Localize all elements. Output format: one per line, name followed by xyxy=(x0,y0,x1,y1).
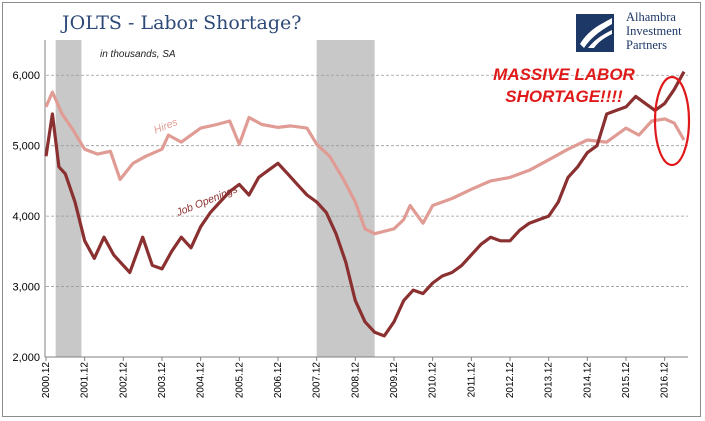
y-tick-label: 6,000 xyxy=(12,70,40,82)
series-line-hires xyxy=(44,90,686,236)
series-line-job-openings xyxy=(44,70,686,338)
gridlines xyxy=(46,74,688,287)
y-tick-label: 4,000 xyxy=(12,211,40,223)
x-tick-label: 2001.12 xyxy=(80,362,91,399)
x-tick-label: 2015.12 xyxy=(621,362,632,399)
x-tick-label: 2011.12 xyxy=(466,362,477,398)
alhambra-logo: Alhambra Investment Partners xyxy=(574,10,704,56)
y-tick-label: 2,000 xyxy=(12,352,40,364)
recession-band xyxy=(55,40,82,357)
x-tick-label: 2014.12 xyxy=(582,362,593,399)
x-tick-label: 2010.12 xyxy=(428,362,439,399)
recession-band xyxy=(316,40,375,357)
x-tick-label: 2013.12 xyxy=(544,362,555,399)
chart-title: JOLTS - Labor Shortage? xyxy=(62,12,302,34)
y-tick-labels: 2,000 3,000 4,000 5,000 6,000 xyxy=(12,70,40,364)
logo-wordmark: Alhambra Investment Partners xyxy=(626,10,682,52)
x-tick-label: 2008.12 xyxy=(350,362,361,399)
recession-bands xyxy=(55,40,375,357)
x-tick-label: 2016.12 xyxy=(660,362,671,399)
annotation-line: MASSIVE LABOR xyxy=(493,65,635,84)
x-tick-label: 2005.12 xyxy=(234,362,245,399)
x-tick-label: 2012.12 xyxy=(505,362,516,399)
x-tick-label: 2007.12 xyxy=(312,362,323,399)
x-tick-label: 2003.12 xyxy=(157,362,168,399)
x-tick-label: 2009.12 xyxy=(389,362,400,399)
alhambra-swoosh-logo-icon xyxy=(576,14,614,52)
annotation-callout: MASSIVE LABOR SHORTAGE!!!! xyxy=(474,64,654,108)
series-label: Hires xyxy=(152,116,180,137)
x-tick-label: 2004.12 xyxy=(196,362,207,399)
x-tick-label: 2002.12 xyxy=(118,362,129,399)
chart-subtitle: in thousands, SA xyxy=(100,49,176,60)
y-tick-label: 3,000 xyxy=(12,282,40,294)
x-tick-label: 2006.12 xyxy=(273,362,284,399)
highlight-circle xyxy=(653,75,691,167)
logo-line: Partners xyxy=(626,38,667,52)
x-tick-label: 2000.12 xyxy=(41,362,52,399)
axes xyxy=(44,40,688,358)
logo-line: Investment xyxy=(626,24,682,38)
series-label: Job Openings xyxy=(174,183,240,219)
x-tick-labels: 2000.12 2001.12 2002.12 2003.12 2004.12 2005.… xyxy=(41,357,671,398)
annotation-line: SHORTAGE!!!! xyxy=(505,87,623,106)
series-lines xyxy=(44,70,686,338)
logo-line: Alhambra xyxy=(626,10,676,24)
y-tick-label: 5,000 xyxy=(12,141,40,153)
